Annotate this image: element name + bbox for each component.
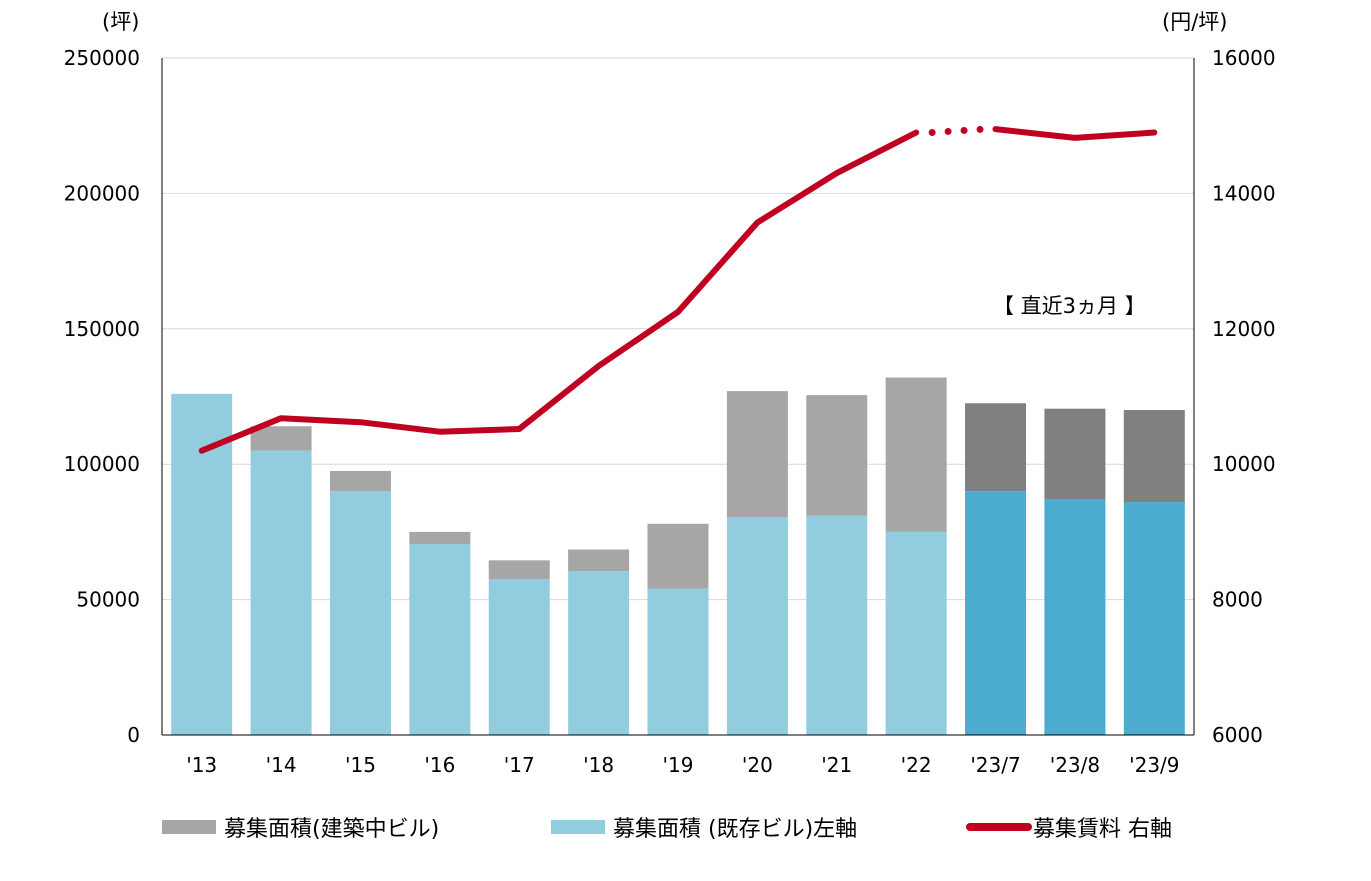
left-tick-label: 250000 xyxy=(64,46,140,70)
line-series xyxy=(198,125,1158,454)
legend: 募集面積(建築中ビル) 募集面積 (既存ビル)左軸 募集賃料 右軸 xyxy=(162,817,1172,842)
legend-label-existing: 募集面積 (既存ビル)左軸 xyxy=(613,817,857,842)
bar-existing xyxy=(250,450,312,735)
right-axis-unit: (円/坪) xyxy=(1162,10,1227,34)
bar-construction xyxy=(1044,408,1106,500)
bar-existing xyxy=(488,579,550,735)
right-tick-label: 16000 xyxy=(1212,46,1276,70)
x-tick-label: '19 xyxy=(663,753,694,777)
legend-label-construction: 募集面積(建築中ビル) xyxy=(224,817,439,842)
x-tick-label: '16 xyxy=(424,753,455,777)
grid-lines xyxy=(162,57,1194,601)
x-tick-label: '23/7 xyxy=(970,753,1020,777)
bar-existing xyxy=(806,515,868,735)
rent-line-recent xyxy=(992,126,1158,141)
bar-existing xyxy=(726,517,788,735)
legend-label-rent: 募集賃料 右軸 xyxy=(1033,817,1172,842)
bar-existing xyxy=(647,588,709,735)
bar-construction xyxy=(329,470,391,492)
right-tick-label: 6000 xyxy=(1212,723,1263,747)
bar-construction xyxy=(409,531,471,545)
bar-existing xyxy=(329,491,391,735)
x-tick-label: '21 xyxy=(821,753,852,777)
legend-swatch-construction xyxy=(162,820,216,834)
right-tick-label: 10000 xyxy=(1212,452,1276,476)
bar-construction xyxy=(885,377,947,532)
recent-3-months-annotation: 【 直近3ヵ月 】 xyxy=(993,294,1146,318)
x-tick-label: '22 xyxy=(901,753,932,777)
left-tick-label: 100000 xyxy=(64,452,140,476)
left-tick-label: 150000 xyxy=(64,317,140,341)
bar-construction xyxy=(965,403,1027,492)
left-tick-label: 50000 xyxy=(76,588,140,612)
left-axis-unit: (坪) xyxy=(102,10,139,34)
axes xyxy=(161,58,1195,736)
x-tick-label: '13 xyxy=(186,753,217,777)
x-tick-label: '23/9 xyxy=(1129,753,1179,777)
bar-existing xyxy=(965,491,1027,735)
bar-existing xyxy=(1123,502,1185,735)
bar-existing xyxy=(885,531,947,735)
tick-labels: 0 50000 100000 150000 200000 250000 6000 8000 10… xyxy=(64,46,1276,777)
x-tick-label: '23/8 xyxy=(1050,753,1100,777)
bar-existing xyxy=(1044,499,1106,735)
right-tick-label: 8000 xyxy=(1212,588,1263,612)
bar-series xyxy=(171,377,1185,735)
rent-line-solid xyxy=(198,129,920,454)
bar-existing xyxy=(568,571,630,735)
left-tick-label: 200000 xyxy=(64,181,140,205)
x-tick-label: '18 xyxy=(583,753,614,777)
x-tick-label: '20 xyxy=(742,753,773,777)
x-tick-label: '17 xyxy=(504,753,535,777)
x-tick-label: '15 xyxy=(345,753,376,777)
bar-construction xyxy=(726,391,788,518)
bar-construction xyxy=(647,523,709,589)
right-tick-label: 12000 xyxy=(1212,317,1276,341)
bar-existing xyxy=(409,544,471,735)
rent-line-dotted xyxy=(928,125,990,136)
x-tick-label: '14 xyxy=(266,753,297,777)
right-tick-label: 14000 xyxy=(1212,181,1276,205)
bar-construction xyxy=(250,426,312,451)
bar-construction xyxy=(568,549,630,572)
left-tick-label: 0 xyxy=(127,723,140,747)
bar-construction xyxy=(1123,410,1185,503)
bar-construction xyxy=(488,560,550,580)
legend-swatch-existing xyxy=(551,820,605,834)
bar-construction xyxy=(806,395,868,516)
